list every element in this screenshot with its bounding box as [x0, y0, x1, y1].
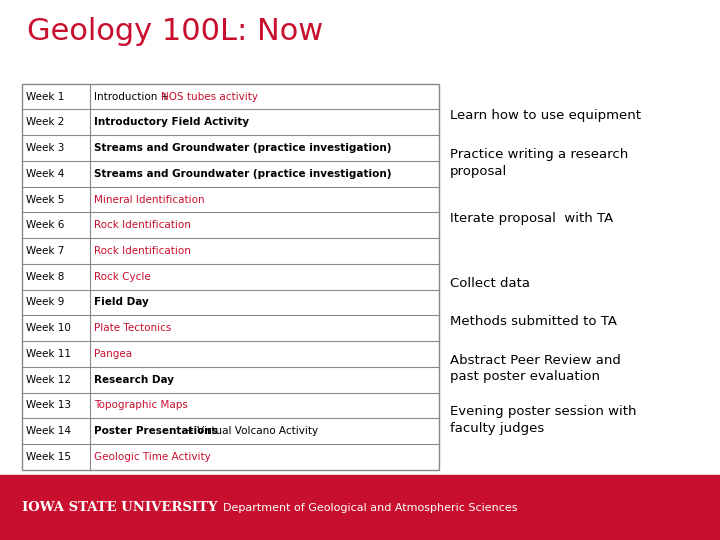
Text: Field Day: Field Day — [94, 298, 149, 307]
Text: Introduction +: Introduction + — [94, 92, 173, 102]
Text: Week 8: Week 8 — [26, 272, 64, 282]
Bar — [0, 475, 720, 540]
Text: Department of Geological and Atmospheric Sciences: Department of Geological and Atmospheric… — [223, 503, 518, 512]
Text: Plate Tectonics: Plate Tectonics — [94, 323, 171, 333]
Text: Rock Cycle: Rock Cycle — [94, 272, 151, 282]
Text: Week 12: Week 12 — [26, 375, 71, 384]
Text: Week 10: Week 10 — [26, 323, 71, 333]
Text: Introductory Field Activity: Introductory Field Activity — [94, 117, 249, 127]
Text: Pangea: Pangea — [94, 349, 132, 359]
Text: Week 13: Week 13 — [26, 401, 71, 410]
Text: + Virtual Volcano Activity: + Virtual Volcano Activity — [182, 426, 318, 436]
Text: Week 6: Week 6 — [26, 220, 64, 230]
Text: Week 14: Week 14 — [26, 426, 71, 436]
Text: Collect data: Collect data — [450, 276, 530, 290]
Text: Topographic Maps: Topographic Maps — [94, 401, 188, 410]
Text: Research Day: Research Day — [94, 375, 174, 384]
Text: Week 7: Week 7 — [26, 246, 64, 256]
Text: Learn how to use equipment: Learn how to use equipment — [450, 110, 641, 123]
Text: Methods submitted to TA: Methods submitted to TA — [450, 315, 617, 328]
Bar — [22, 84, 439, 470]
Text: Week 3: Week 3 — [26, 143, 64, 153]
Text: Week 2: Week 2 — [26, 117, 64, 127]
Text: Streams and Groundwater (practice investigation): Streams and Groundwater (practice invest… — [94, 169, 392, 179]
Text: Week 11: Week 11 — [26, 349, 71, 359]
Text: Evening poster session with
faculty judges: Evening poster session with faculty judg… — [450, 406, 636, 435]
Text: Week 15: Week 15 — [26, 452, 71, 462]
Text: Rock Identification: Rock Identification — [94, 220, 192, 230]
Text: Week 1: Week 1 — [26, 92, 64, 102]
Text: Rock Identification: Rock Identification — [94, 246, 192, 256]
Text: Abstract Peer Review and
past poster evaluation: Abstract Peer Review and past poster eva… — [450, 354, 621, 383]
Text: Week 5: Week 5 — [26, 194, 64, 205]
Text: Week 9: Week 9 — [26, 298, 64, 307]
Text: Geologic Time Activity: Geologic Time Activity — [94, 452, 211, 462]
Text: Iterate proposal  with TA: Iterate proposal with TA — [450, 212, 613, 225]
Text: Geology 100L: Now: Geology 100L: Now — [27, 17, 323, 46]
Text: Mineral Identification: Mineral Identification — [94, 194, 205, 205]
Text: NOS tubes activity: NOS tubes activity — [161, 92, 258, 102]
Text: IOWA STATE UNIVERSITY: IOWA STATE UNIVERSITY — [22, 501, 217, 514]
Text: Streams and Groundwater (practice investigation): Streams and Groundwater (practice invest… — [94, 143, 392, 153]
Text: Practice writing a research
proposal: Practice writing a research proposal — [450, 148, 629, 178]
Text: Poster Presentations: Poster Presentations — [94, 426, 218, 436]
Text: Week 4: Week 4 — [26, 169, 64, 179]
